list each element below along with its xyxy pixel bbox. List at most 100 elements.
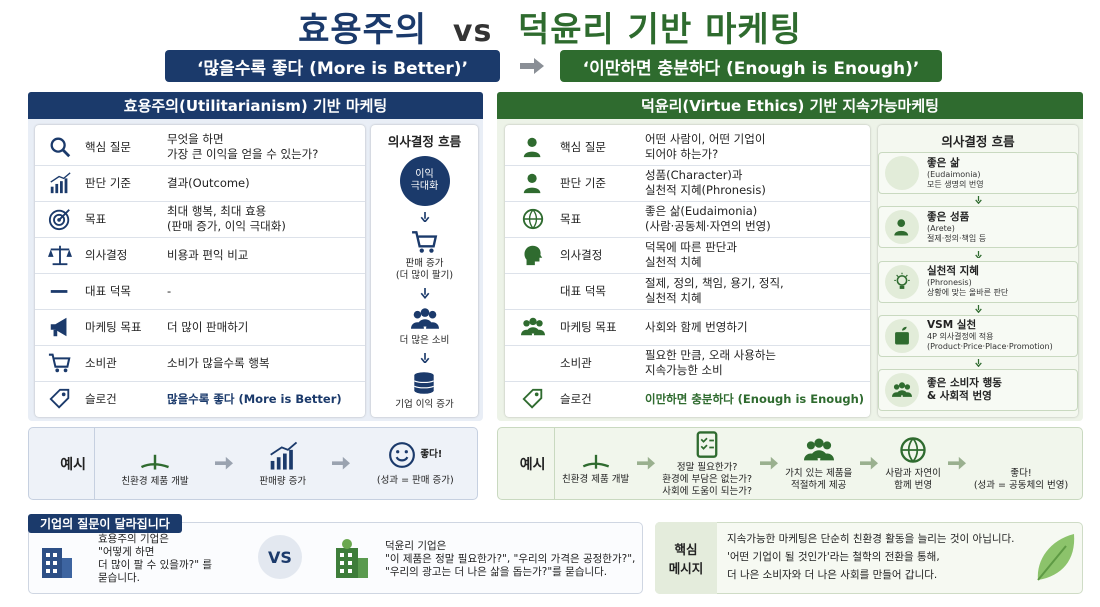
icon-part [270,460,275,470]
icon-part [396,456,409,461]
icon-part [140,462,169,468]
row-label: 대표 덕목 [85,283,131,298]
row-icon [35,243,85,267]
row-icon [35,207,85,231]
example-item: 좋다! (성과 = 판매 증가) [377,441,454,487]
step-badge [885,264,919,299]
icon-part [535,320,543,327]
title-left: 효용주의 [298,10,428,50]
title-vs: vs [452,14,493,49]
icon-part [523,151,540,158]
bulb-icon [894,272,910,289]
example-item: 가치 있는 제품을 적절하게 제공 [785,435,852,492]
arrowDown-icon [974,250,982,259]
icon-part [420,211,429,223]
icon-part [50,290,68,293]
clip-icon [696,431,718,458]
table-row: 의사결정 비용과 편익 비교 [35,237,365,274]
icon-part [859,457,878,470]
icon-part [526,173,537,183]
icon-part [974,304,982,313]
example-text: 친환경 제품 개발 [562,474,630,485]
row-label: 마케팅 목표 [560,319,617,334]
step-text: VSM 실천 4P 의사결정에 적용 (Product·Price·Place·P… [927,319,1053,352]
cart-icon [411,231,437,254]
icon-part [419,248,424,254]
row-icon [35,387,85,411]
arrowDown-icon [420,211,429,223]
row-label: 판단 기준 [85,175,131,190]
icon-part [974,196,982,205]
row-icon [35,351,85,375]
icon-part [428,310,436,319]
row-icon [505,135,560,159]
table-row: 판단 기준 성품(Character)과 실천적 지혜(Phronesis) [505,165,870,202]
icon-part [521,388,542,409]
left-question: 효용주의 기업은 "어떻게 하면 더 많이 팔 수 있을까?" 를 묻습니다. [98,533,213,584]
arrowRight-icon [214,457,233,470]
row-label: 의사결정 [85,247,128,262]
icon-part [523,358,537,373]
flow-step: 기업 이익 증가 [395,369,454,411]
table-row: 슬로건 이만하면 충분하다 (Enough is Enough) [505,381,870,417]
building-icon [42,548,72,578]
icon-part [53,329,58,337]
flow-step: 더 많은 소비 [399,305,450,347]
table-row: 마케팅 목표 더 많이 판매하기 [35,309,365,346]
icon-part [53,213,66,226]
globe-icon [522,208,543,230]
result-row: 좋다! [388,441,442,469]
vs-badge: VS [258,535,302,579]
person-icon [894,219,909,236]
icon-part [822,441,831,450]
icon-part [582,462,609,468]
tag-icon [521,388,542,409]
flow-step: VSM 실천 4P 의사결정에 적용 (Product·Price·Place·P… [878,314,1078,357]
smile-icon [389,441,416,468]
title-right: 덕윤리 기반 마케팅 [518,10,802,50]
icon-part [276,456,281,470]
row-value: 결과(Outcome) [167,175,250,190]
mega-icon [50,317,67,337]
group-icon [410,307,439,329]
icon-part [50,137,66,153]
icon-part [64,178,68,194]
table-row: 대표 덕목 - [35,273,365,310]
icon-part [410,318,439,329]
arrowRight-icon [759,457,778,470]
step-title: 좋은 소비자 행동 & 사회적 번영 [927,376,1002,402]
row-label: 목표 [85,211,107,226]
row-label: 판단 기준 [560,175,606,190]
icon-part [49,388,70,409]
icon-part [269,441,297,456]
step-title: 실천적 지혜 [927,265,979,278]
icon-part [428,248,434,254]
example-label: 예시 [512,428,555,499]
row-icon [35,135,85,159]
group-icon [520,317,545,336]
row-value: 필요한 만큼, 오래 사용하는 지속가능한 소비 [645,348,777,377]
icon-part [528,317,537,326]
row-label: 슬로건 [85,391,117,406]
icon-part [61,392,66,397]
bars-icon [50,172,71,194]
row-icon [505,351,560,375]
example-text: 정말 필요한가? 환경에 부담은 없는가? 사회에 도움이 되는가? [662,462,753,497]
compare-tag: 기업의 질문이 달라집니다 [28,514,182,533]
flow-step-text: 더 많은 소비 [399,334,450,346]
table-row: 목표 좋은 삶(Eudaimonia) (사람·공동체·자연의 번영) [505,201,870,238]
banner-right: ‘이만하면 충분하다 (Enough is Enough)’ [560,50,942,82]
icon-part [526,137,537,147]
step-text: 좋은 성품 (Arete) 절제·정의·책임 등 [927,211,986,244]
example-item: 친환경 제품 개발 [121,440,189,488]
arrowRight-icon [948,457,967,470]
example-label: 예시 [52,428,95,499]
icon-part [332,457,351,470]
row-label: 핵심 질문 [560,139,606,154]
bars-icon [269,441,297,470]
flow-title: 의사결정 흐름 [387,134,462,149]
heart-icon [523,290,533,301]
icon-part [50,317,67,337]
